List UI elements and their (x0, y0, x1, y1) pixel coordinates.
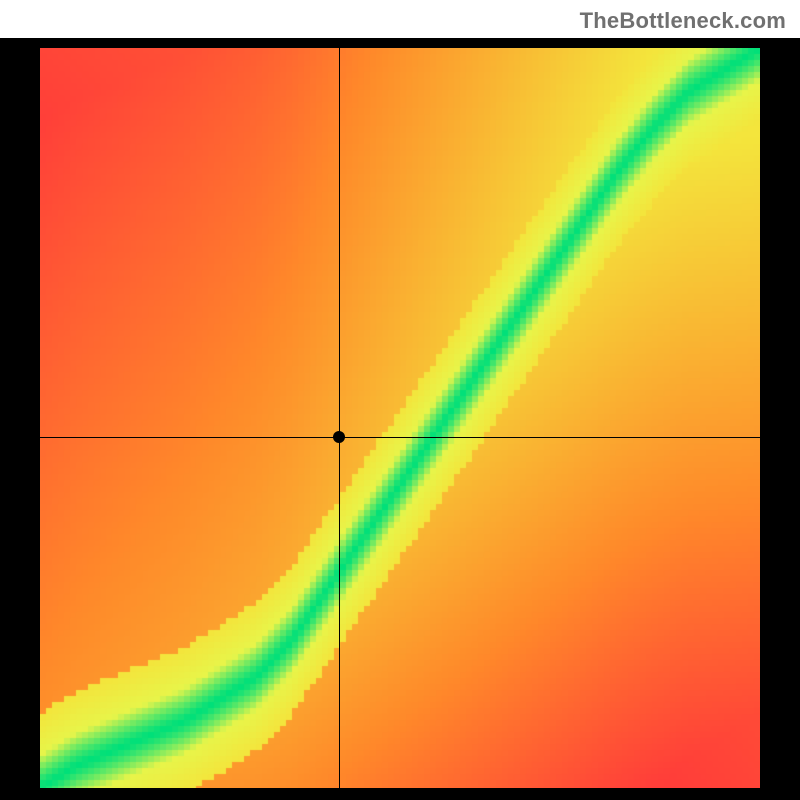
watermark-text: TheBottleneck.com (580, 8, 786, 34)
heatmap-canvas (40, 48, 760, 788)
crosshair-dot (333, 431, 345, 443)
heatmap-plot-area (40, 48, 760, 788)
crosshair-vertical (339, 48, 340, 788)
crosshair-horizontal (40, 437, 760, 438)
